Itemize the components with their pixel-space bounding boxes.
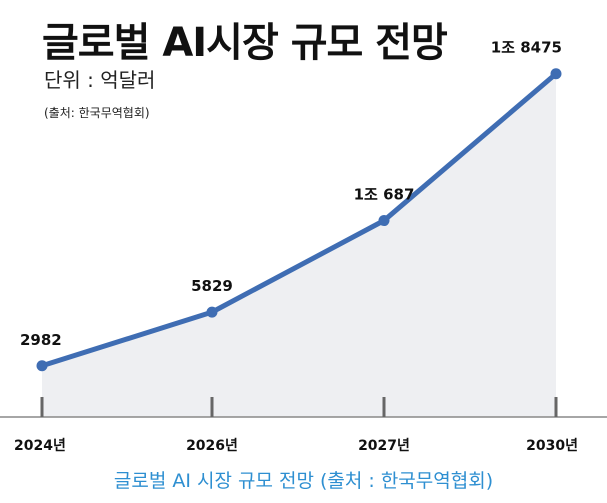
data-point-3	[550, 68, 562, 80]
area-fill	[42, 73, 556, 417]
chart-title: 글로벌 AI시장 규모 전망	[42, 20, 448, 66]
unit-label: 단위 : 억달러	[44, 68, 156, 92]
data-label-0: 2982	[20, 331, 62, 349]
series-line	[39, 71, 559, 369]
x-tick-label-2: 2027년	[358, 438, 410, 454]
source-label: (출처: 한국무역협회)	[44, 106, 150, 120]
x-tick-label-3: 2030년	[526, 438, 578, 454]
data-label-3: 1조 8475	[491, 39, 562, 57]
x-tick-label-0: 2024년	[14, 438, 66, 454]
data-point-1	[206, 306, 218, 318]
data-label-1: 5829	[191, 277, 233, 295]
data-point-2	[378, 215, 390, 227]
data-label-2: 1조 687	[354, 186, 415, 204]
data-point-0	[36, 360, 48, 372]
x-tick-label-1: 2026년	[186, 438, 238, 454]
caption: 글로벌 AI 시장 규모 전망 (출처 : 한국무역협회)	[113, 470, 494, 492]
